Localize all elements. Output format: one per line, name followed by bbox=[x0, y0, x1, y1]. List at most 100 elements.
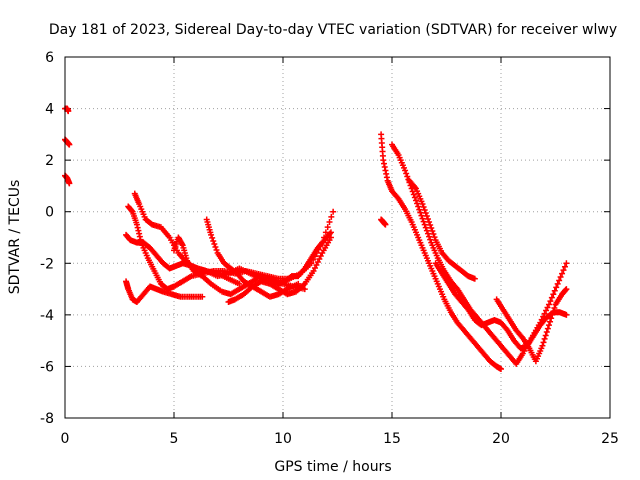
data-point bbox=[471, 275, 478, 282]
data-point bbox=[414, 200, 421, 207]
data-point bbox=[548, 315, 555, 322]
series-start-a bbox=[62, 105, 72, 115]
data-point bbox=[402, 167, 409, 174]
grid-lines bbox=[65, 57, 610, 418]
data-point bbox=[418, 212, 425, 219]
data-point bbox=[544, 325, 551, 332]
data-point bbox=[545, 322, 552, 329]
data-point bbox=[563, 260, 570, 267]
data-point bbox=[212, 243, 219, 250]
data-point bbox=[543, 329, 550, 336]
data-point bbox=[547, 298, 554, 305]
y-tick-label: -4 bbox=[40, 308, 54, 324]
data-point bbox=[563, 311, 570, 318]
data-point bbox=[539, 342, 546, 349]
data-point bbox=[417, 209, 424, 216]
series-track-12 bbox=[406, 177, 478, 282]
data-point bbox=[213, 246, 220, 253]
data-point bbox=[553, 284, 560, 291]
data-point bbox=[427, 222, 434, 229]
data-point bbox=[547, 318, 554, 325]
data-point bbox=[561, 263, 568, 270]
data-point bbox=[211, 240, 218, 247]
data-point bbox=[415, 203, 422, 210]
series-track-1 bbox=[123, 278, 206, 305]
data-point bbox=[411, 194, 418, 201]
series-start-c bbox=[62, 172, 73, 187]
data-point bbox=[557, 274, 564, 281]
data-point bbox=[424, 216, 431, 223]
series-track-11 bbox=[389, 141, 570, 367]
data-point bbox=[65, 108, 72, 115]
data-point bbox=[324, 224, 331, 231]
data-point bbox=[427, 236, 434, 243]
data-point bbox=[551, 287, 558, 294]
data-point bbox=[422, 224, 429, 231]
data-point bbox=[420, 203, 427, 210]
data-point bbox=[550, 308, 557, 315]
x-tick-label: 20 bbox=[492, 431, 510, 447]
data-point bbox=[295, 280, 302, 287]
data-point bbox=[66, 141, 73, 148]
data-point bbox=[431, 234, 438, 241]
data-point bbox=[403, 170, 410, 177]
data-point bbox=[311, 265, 318, 272]
x-axis-label: GPS time / hours bbox=[274, 459, 391, 475]
series-track-8 bbox=[269, 229, 334, 287]
data-point bbox=[209, 234, 216, 241]
data-point bbox=[548, 294, 555, 301]
data-point bbox=[549, 311, 556, 318]
data-point bbox=[310, 268, 317, 275]
data-point bbox=[199, 293, 206, 300]
data-point bbox=[423, 227, 430, 234]
data-point bbox=[426, 233, 433, 240]
series-start-b bbox=[62, 136, 73, 148]
y-tick-label: -6 bbox=[40, 359, 54, 375]
y-tick-label: -8 bbox=[40, 411, 54, 427]
data-point bbox=[498, 366, 504, 373]
data-point bbox=[316, 255, 323, 262]
data-point bbox=[563, 286, 570, 293]
y-tick-label: 0 bbox=[45, 205, 54, 221]
x-tick-label: 15 bbox=[383, 431, 401, 447]
data-point bbox=[559, 270, 566, 277]
series-track-9 bbox=[378, 216, 389, 228]
data-points bbox=[62, 105, 570, 373]
y-axis-label: SDTVAR / TECUs bbox=[7, 180, 23, 295]
y-tick-label: 4 bbox=[45, 102, 54, 118]
x-tick-label: 0 bbox=[61, 431, 70, 447]
data-point bbox=[430, 231, 437, 238]
data-point bbox=[404, 173, 411, 180]
data-point bbox=[419, 215, 426, 222]
data-point bbox=[420, 218, 427, 225]
data-point bbox=[551, 304, 558, 311]
data-point bbox=[314, 258, 321, 265]
data-point bbox=[424, 230, 431, 237]
plot-frame bbox=[64, 56, 611, 419]
x-tick-label: 10 bbox=[274, 431, 292, 447]
data-point bbox=[550, 291, 557, 298]
series-track-5 bbox=[171, 234, 260, 298]
series-track-14 bbox=[493, 286, 570, 365]
data-point bbox=[554, 280, 561, 287]
data-point bbox=[421, 221, 428, 228]
data-point bbox=[429, 228, 436, 235]
data-point bbox=[327, 229, 334, 236]
data-point bbox=[541, 310, 548, 317]
x-tick-label: 5 bbox=[170, 431, 179, 447]
data-point bbox=[540, 339, 547, 346]
data-point bbox=[66, 180, 73, 187]
y-tick-label: 2 bbox=[45, 153, 54, 169]
data-point bbox=[253, 275, 260, 282]
data-point bbox=[317, 252, 324, 259]
data-point bbox=[419, 200, 426, 207]
data-point bbox=[542, 332, 549, 339]
data-point bbox=[541, 335, 548, 342]
data-point bbox=[410, 191, 417, 198]
chart-title: Day 181 of 2023, Sidereal Day-to-day VTE… bbox=[49, 22, 617, 38]
axis-ticks: 0 5 10 15 20 25 -8 -6 -4 -2 0 2 4 6 bbox=[40, 50, 619, 447]
data-point bbox=[422, 210, 429, 217]
data-point bbox=[326, 219, 333, 226]
data-point bbox=[416, 206, 423, 213]
